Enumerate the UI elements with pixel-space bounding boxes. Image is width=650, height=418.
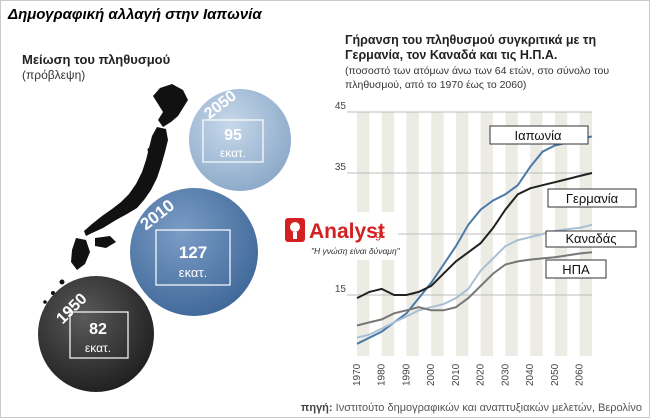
series-label-1: Γερμανία	[566, 191, 619, 206]
x-tick-label: 2030	[500, 363, 511, 386]
series-label-box-3	[545, 259, 607, 279]
bubble-2050-value: 95	[224, 127, 242, 144]
population-subtitle: (πρόβλεψη)	[22, 68, 86, 82]
source-label: πηγή:	[300, 402, 333, 414]
y-tick-label: 45	[335, 101, 347, 112]
bubble-1950-unit: εκατ.	[85, 341, 111, 355]
x-tick-label: 2000	[426, 363, 437, 386]
main-title: Δημογραφική αλλαγή στην Ιαπωνία	[8, 6, 262, 23]
source-text: Ινστιτούτο δημογραφικών και αναπτυξιακών…	[335, 402, 642, 414]
series-line-3	[356, 251, 593, 327]
analyst-suffix: .gr	[372, 229, 385, 241]
bubble-2050: 2050 95 εκατ.	[189, 87, 291, 191]
x-tick-label: 2040	[525, 363, 536, 386]
bubble-2010-value: 127	[179, 243, 207, 262]
source-footer: πηγή: Ινστιτούτο δημογραφικών και αναπτυ…	[301, 402, 642, 414]
bubble-1950: 1950 82 εκατ.	[38, 276, 154, 392]
x-tick-label: 2020	[476, 363, 487, 386]
x-tick-label: 2060	[575, 363, 586, 386]
chart-title: Γήρανση του πληθυσμού συγκριτικά με τη Γ…	[345, 33, 597, 62]
bubble-2010-unit: εκατ.	[179, 265, 207, 280]
y-tick-label: 35	[335, 162, 347, 173]
population-title: Μείωση του πληθυσμού	[22, 52, 171, 67]
japan-map-icon	[43, 84, 188, 304]
analyst-brand: Analyst	[309, 220, 385, 243]
x-tick-label: 2050	[550, 363, 561, 386]
series-label-3: ΗΠΑ	[562, 262, 590, 277]
x-tick-label: 1970	[352, 363, 363, 386]
bubble-2010: 2010 127 εκατ.	[130, 188, 258, 316]
chart-subtitle: (ποσοστό των ατόμων άνω των 64 ετών, στο…	[345, 65, 610, 91]
y-tick-label: 15	[335, 284, 347, 295]
x-tick-label: 2010	[451, 363, 462, 386]
series-label-box-1	[547, 188, 637, 208]
bubble-2050-unit: εκατ.	[220, 146, 246, 160]
series-line-1	[356, 172, 593, 299]
bubble-1950-value: 82	[89, 321, 107, 338]
analyst-tagline: "Η γνώση είναι δύναμη"	[311, 246, 401, 256]
series-label-box-2	[545, 230, 637, 248]
x-tick-label: 1980	[377, 363, 388, 386]
series-label-box-0	[489, 125, 589, 145]
series-label-2: Καναδάς	[565, 231, 616, 246]
series-label-0: Ιαπωνία	[515, 128, 562, 143]
x-tick-label: 1990	[401, 363, 412, 386]
